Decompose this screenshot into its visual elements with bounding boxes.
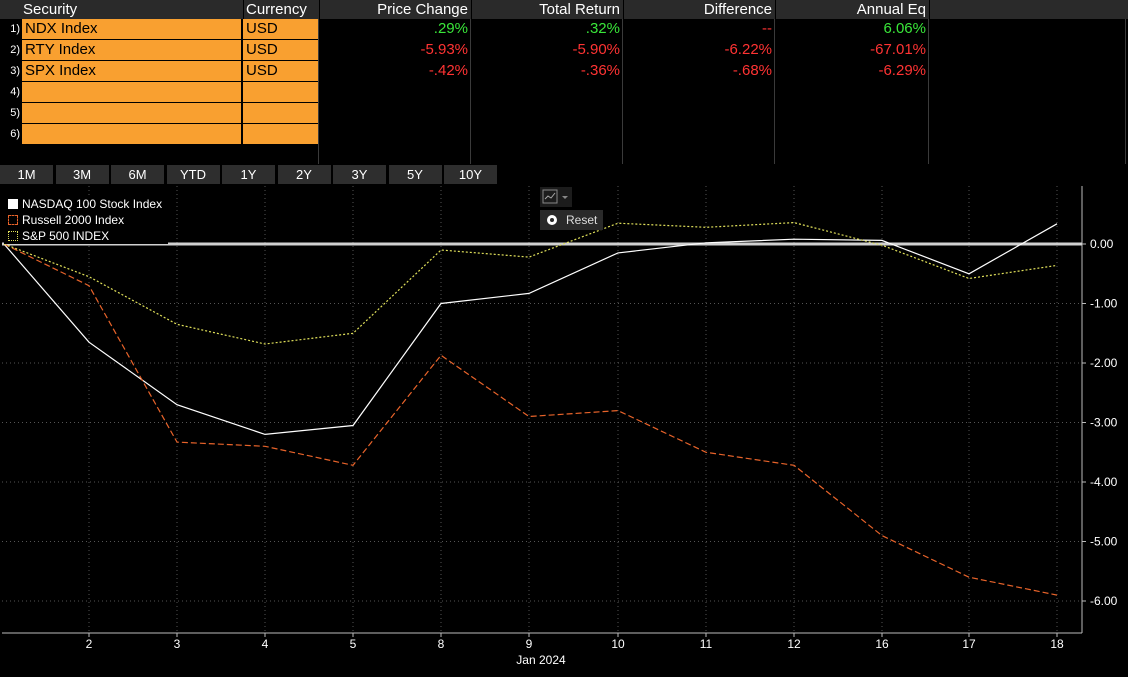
period-button-10y[interactable]: 10Y [444,165,497,184]
legend-swatch [8,231,18,241]
period-button-3y[interactable]: 3Y [333,165,386,184]
x-tick-label: 11 [700,637,713,651]
price-change-cell: .29% [433,20,468,37]
column-divider [318,19,319,164]
row-number: 2) [10,44,20,56]
security-cell[interactable]: SPX Index [22,61,241,81]
line-chart: 0.00 -1.00 -2.00 -3.00 -4.00 -5.00 -6.00 2 3 4 5 8 9… [2,186,1118,667]
security-cell[interactable] [22,82,241,102]
y-tick-label: -5.00 [1090,535,1118,549]
column-divider [1125,19,1126,164]
annual-eq-cell: 6.06% [883,20,926,37]
difference-cell: -6.22% [724,41,772,58]
currency-cell[interactable] [243,124,318,144]
currency-cell[interactable] [243,82,318,102]
series-line-nasdaq-100-stock-index [3,223,1058,436]
header-annual-eq[interactable]: Annual Eq [775,0,929,19]
legend-item: S&P 500 INDEX [8,228,162,244]
x-tick-label: 8 [438,637,445,651]
period-selector: 1M 3M 6M YTD 1Y 2Y 3Y 5Y 10Y [0,165,520,184]
y-tick-label: 0.00 [1090,237,1114,251]
currency-cell[interactable]: USD [243,19,318,39]
annual-eq-cell: -6.29% [878,62,926,79]
price-change-cell: -5.93% [420,41,468,58]
price-change-cell: -.42% [428,62,468,79]
column-divider [774,19,775,164]
row-number: 6) [10,128,20,140]
row-number: 5) [10,107,20,119]
legend-item: NASDAQ 100 Stock Index [8,196,162,212]
legend-item: Russell 2000 Index [8,212,162,228]
x-tick-label: 18 [1050,637,1064,651]
legend-label: Russell 2000 Index [22,213,125,227]
total-return-cell: -.36% [580,62,620,79]
legend-swatch [8,199,18,209]
header-filler [929,0,1128,19]
securities-table: Security Currency Price Change Total Ret… [0,0,1128,164]
x-axis-label: Jan 2024 [516,653,566,667]
column-divider [470,19,471,164]
x-tick-label: 9 [526,637,533,651]
reset-label: Reset [566,213,598,227]
header-security[interactable]: Security [0,0,243,19]
total-return-cell: -5.90% [572,41,620,58]
period-button-6m[interactable]: 6M [111,165,164,184]
currency-cell[interactable]: USD [243,61,318,81]
header-currency[interactable]: Currency [243,0,319,19]
x-tick-label: 2 [86,637,93,651]
y-tick-label: -6.00 [1090,594,1118,608]
y-tick-label: -1.00 [1090,297,1118,311]
chart-legend: NASDAQ 100 Stock Index Russell 2000 Index… [4,196,169,244]
reset-button[interactable]: Reset [540,210,603,230]
column-divider [928,19,929,164]
x-tick-label: 16 [875,637,889,651]
difference-cell: -- [762,20,772,37]
period-button-5y[interactable]: 5Y [388,165,442,184]
x-tick-label: 10 [611,637,625,651]
period-button-1y[interactable]: 1Y [222,165,275,184]
x-tick-label: 3 [174,637,181,651]
x-tick-label: 4 [262,637,269,651]
line-chart-icon[interactable] [540,187,572,207]
period-button-3m[interactable]: 3M [55,165,109,184]
total-return-cell: .32% [585,20,620,37]
chart-area: 0.00 -1.00 -2.00 -3.00 -4.00 -5.00 -6.00 2 3 4 5 8 9… [0,184,1128,677]
legend-label: S&P 500 INDEX [22,229,110,243]
legend-swatch [8,215,18,225]
header-total-return[interactable]: Total Return [471,0,623,19]
security-cell[interactable]: NDX Index [22,19,241,39]
y-tick-label: -2.00 [1090,356,1118,370]
x-tick-label: 5 [350,637,357,651]
annual-eq-cell: -67.01% [870,41,926,58]
series-line-russell-2000-index [3,243,1058,596]
currency-cell[interactable]: USD [243,40,318,60]
x-tick-label: 17 [962,637,976,651]
legend-label: NASDAQ 100 Stock Index [22,197,163,211]
row-number: 4) [10,86,20,98]
row-number: 1) [10,23,20,35]
column-divider [622,19,623,164]
difference-cell: -.68% [732,62,772,79]
row-number: 3) [10,65,20,77]
header-price-change[interactable]: Price Change [319,0,471,19]
currency-cell[interactable] [243,103,318,123]
security-cell[interactable]: RTY Index [22,40,241,60]
y-tick-label: -3.00 [1090,416,1118,430]
radio-icon [547,215,557,225]
period-button-ytd[interactable]: YTD [166,165,220,184]
period-button-1m[interactable]: 1M [0,165,53,184]
y-tick-label: -4.00 [1090,475,1118,489]
security-cell[interactable] [22,103,241,123]
series-line-s-p-500-index [3,221,1058,345]
header-difference[interactable]: Difference [623,0,775,19]
x-tick-label: 12 [787,637,801,651]
chevron-down-icon [562,196,568,199]
period-button-2y[interactable]: 2Y [277,165,331,184]
security-cell[interactable] [22,124,241,144]
